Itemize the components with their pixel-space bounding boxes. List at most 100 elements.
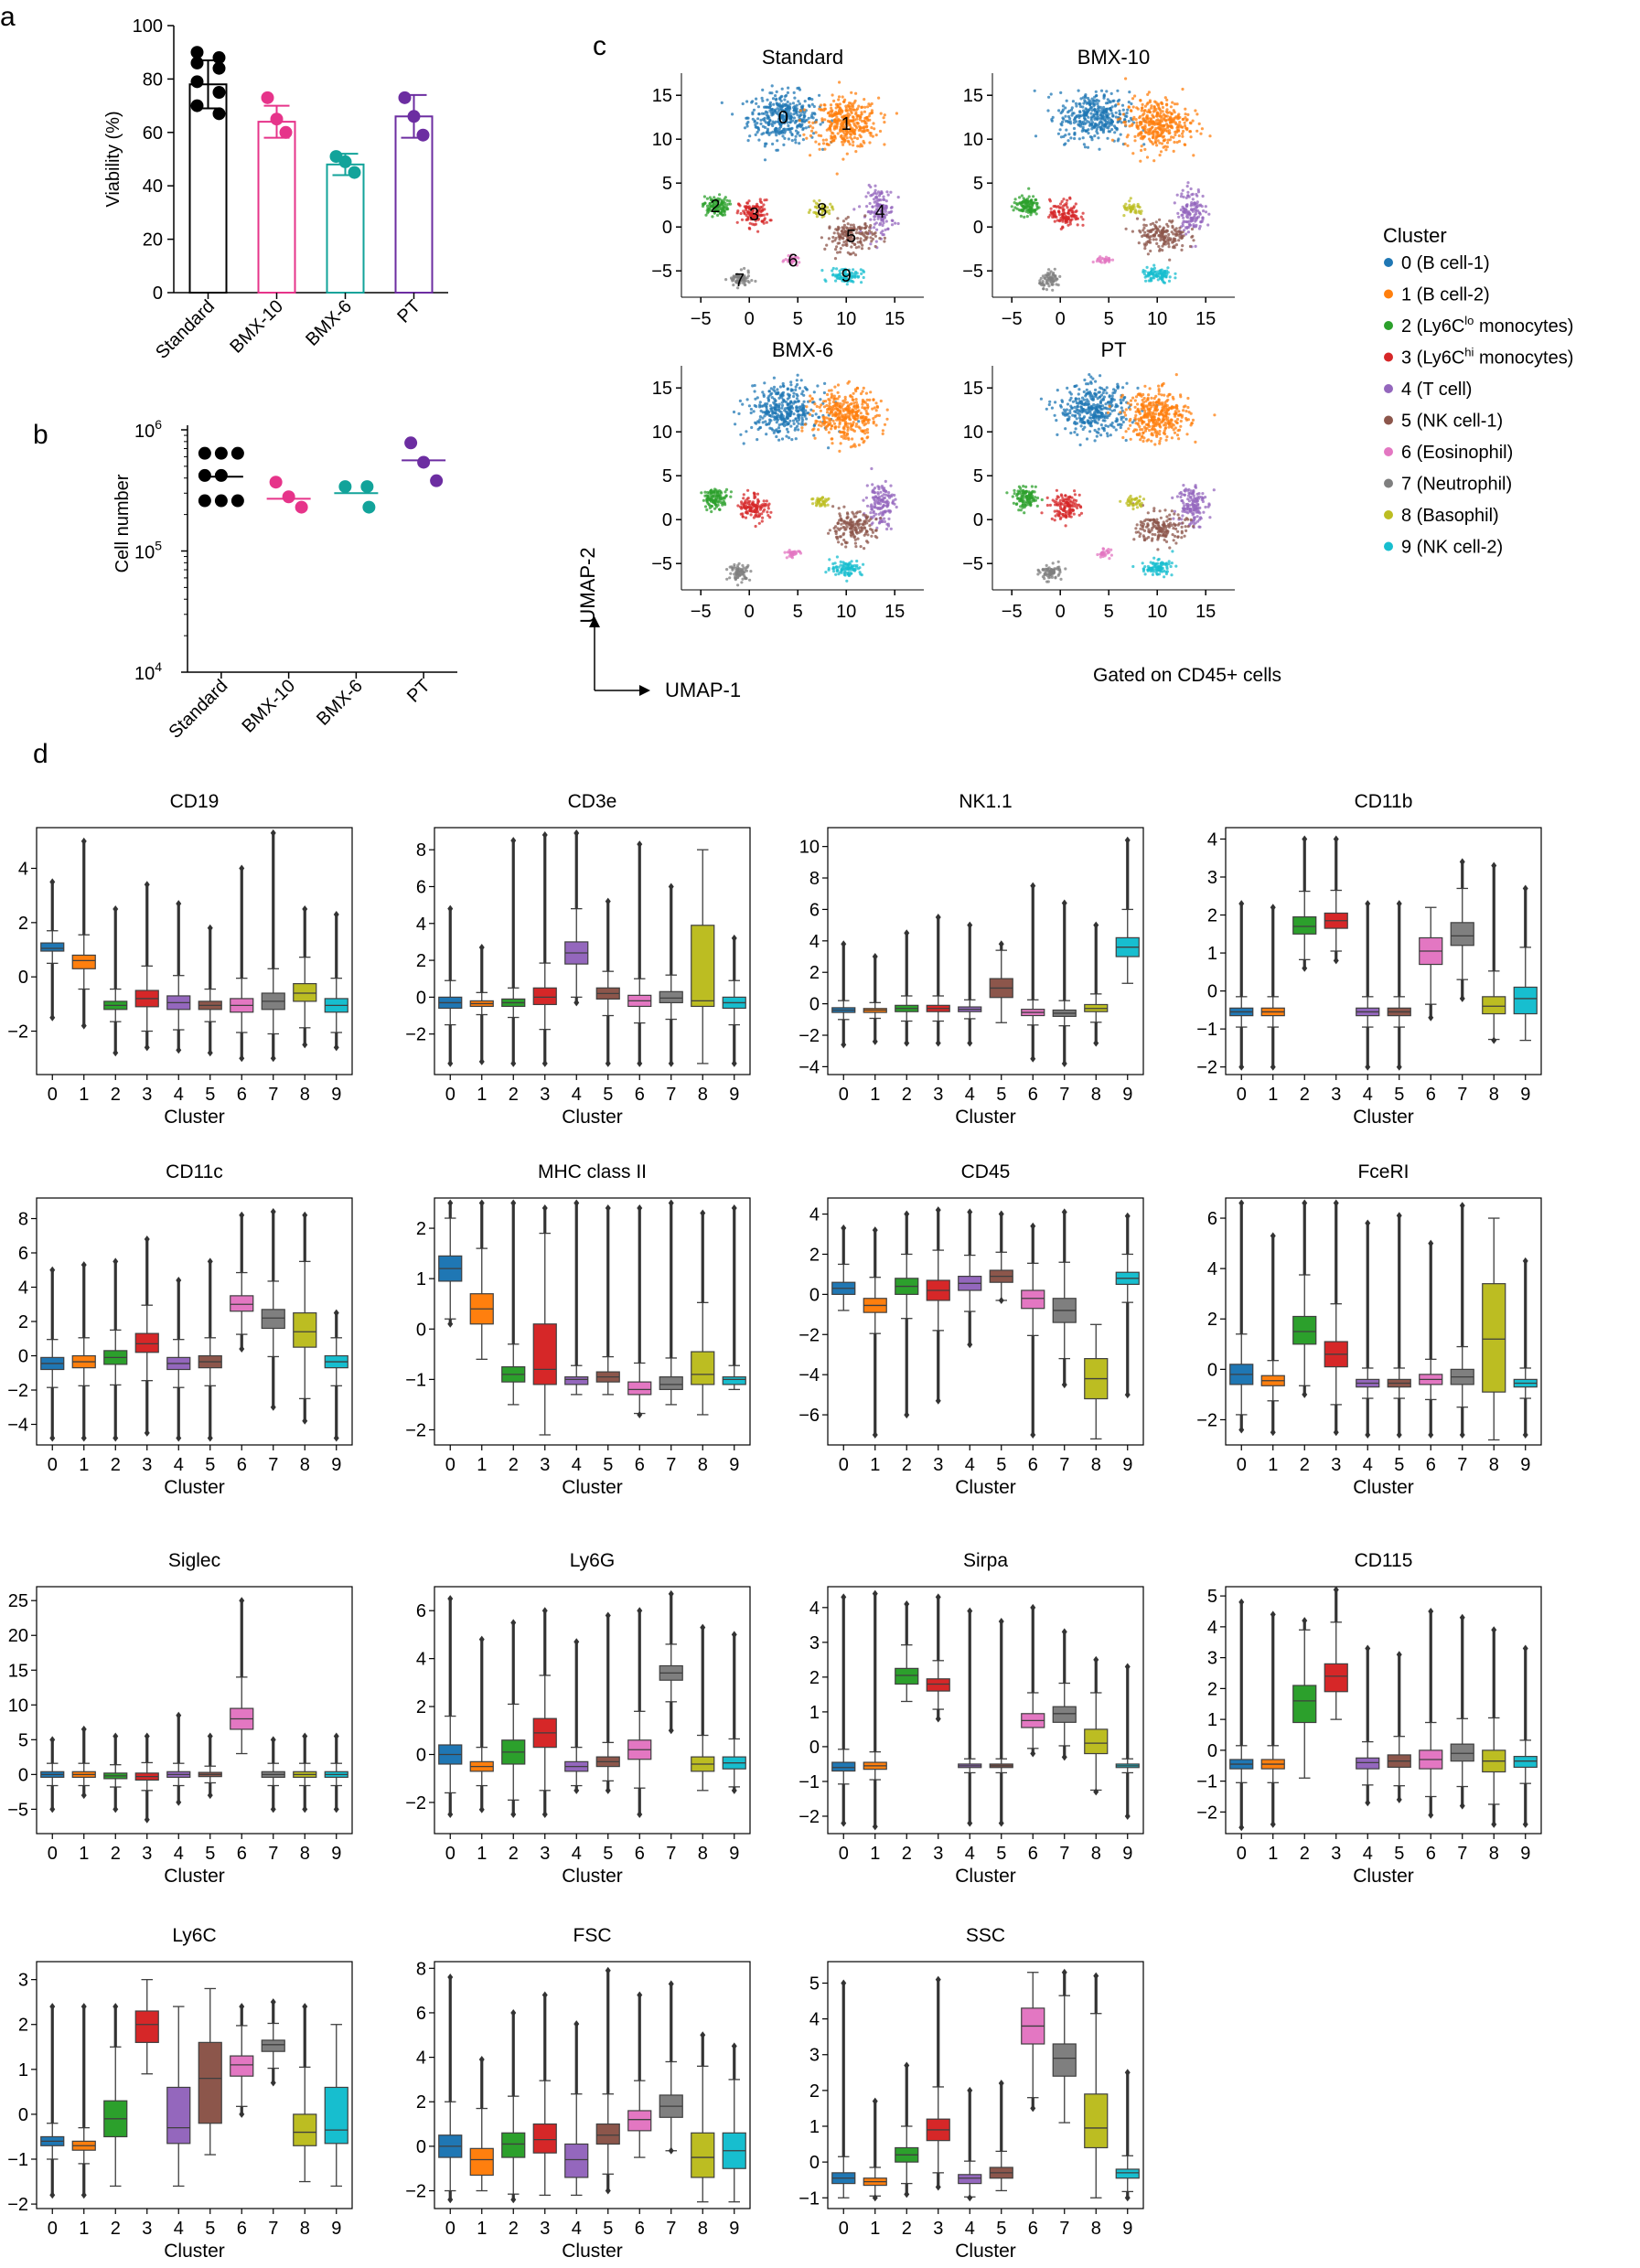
umap-cell <box>719 490 723 494</box>
umap-cell <box>790 556 795 560</box>
y-tick-label: −5 <box>962 262 983 282</box>
y-tick-label: −5 <box>651 262 672 282</box>
umap-cell <box>797 400 800 403</box>
umap-cell <box>1158 134 1162 137</box>
umap-cell <box>791 419 796 423</box>
x-tick-label: −5 <box>691 309 712 329</box>
umap-cell <box>775 134 778 137</box>
umap-cell <box>753 504 756 508</box>
umap-cell <box>833 425 837 429</box>
umap-cell <box>1101 114 1105 118</box>
umap-cell <box>1154 238 1158 241</box>
umap-cell <box>854 511 859 515</box>
umap-cell <box>749 211 753 215</box>
umap-cell <box>1105 391 1109 395</box>
y-tick-label: 104 <box>134 659 162 684</box>
umap-cell <box>1056 389 1059 392</box>
umap-cell <box>1162 129 1165 133</box>
umap-cell <box>1055 283 1058 286</box>
umap-cell <box>835 245 839 249</box>
umap-cell <box>742 493 745 497</box>
umap-cell <box>827 446 831 450</box>
y-tick-label: 15 <box>652 86 672 106</box>
umap-cell <box>851 272 854 275</box>
umap-cell <box>839 560 842 564</box>
umap-cell <box>741 402 745 406</box>
umap-cell <box>1185 185 1189 188</box>
umap-cell <box>863 239 866 242</box>
umap-cell <box>811 502 815 506</box>
cluster-number: 9 <box>841 266 852 286</box>
umap-cell <box>731 279 734 283</box>
umap-cell <box>836 409 841 412</box>
umap-cell <box>849 519 852 523</box>
umap-cell <box>822 502 826 506</box>
umap-cell <box>1086 411 1090 414</box>
umap-cell <box>1041 282 1045 285</box>
cluster-number: 4 <box>875 202 885 222</box>
umap-cell <box>848 417 852 421</box>
umap-cell <box>754 219 757 222</box>
umap-cell <box>745 100 749 103</box>
umap-cell <box>1095 434 1099 438</box>
umap-cell <box>863 98 866 102</box>
umap-cell <box>871 205 874 209</box>
data-point <box>362 500 376 514</box>
umap-cell <box>838 512 841 516</box>
umap-cell <box>831 235 835 240</box>
umap-cell <box>1195 112 1199 116</box>
umap-cell <box>752 108 756 112</box>
umap-cell <box>1110 138 1114 142</box>
umap-cell <box>766 510 769 514</box>
umap-cell <box>1143 275 1147 279</box>
umap-cell <box>852 225 856 230</box>
umap-cell <box>756 105 761 109</box>
umap-cell <box>770 391 774 395</box>
umap-cell <box>882 198 885 201</box>
umap-cell <box>722 200 726 204</box>
umap-cell <box>780 406 784 410</box>
umap-cell <box>1101 390 1105 395</box>
umap-cell <box>863 231 867 235</box>
umap-cell <box>1195 205 1198 209</box>
data-point <box>360 480 374 494</box>
umap-cell <box>759 118 763 122</box>
umap-cell <box>1139 114 1142 118</box>
x-tick-label: 0 <box>1056 309 1066 329</box>
umap-cell <box>1027 195 1031 198</box>
umap-cell <box>758 198 762 201</box>
umap-cell <box>1092 112 1096 116</box>
umap-cell <box>1092 104 1096 108</box>
umap-cell <box>758 401 762 404</box>
umap-cell <box>756 217 761 220</box>
umap-cell <box>823 381 827 385</box>
umap-cell <box>1136 107 1140 111</box>
umap-cell <box>808 121 811 124</box>
umap-cell <box>1104 423 1108 428</box>
umap-cell <box>861 419 864 423</box>
umap-cell <box>1093 428 1097 433</box>
umap-cell <box>843 422 847 425</box>
umap-cell <box>1100 414 1104 418</box>
umap-cell <box>858 426 862 430</box>
umap-cell <box>754 279 757 284</box>
umap-cell <box>1172 237 1175 241</box>
umap-cell <box>1047 215 1051 219</box>
umap-cell <box>875 536 879 540</box>
umap-cell <box>1178 121 1182 124</box>
umap-cell <box>772 376 777 380</box>
umap-cell <box>747 226 751 230</box>
umap-cell <box>787 254 790 258</box>
umap-cell <box>1082 112 1086 116</box>
umap-cell <box>713 211 716 215</box>
umap-cell <box>745 398 749 401</box>
umap-cell <box>795 263 799 267</box>
umap-cell <box>1114 389 1118 392</box>
umap-cell <box>1091 398 1095 401</box>
umap-cell <box>1154 119 1158 123</box>
umap-cell <box>837 95 841 99</box>
umap-cell <box>745 218 750 221</box>
umap-cell <box>767 121 771 124</box>
umap-panel-title: Standard <box>762 46 843 69</box>
umap-cell <box>1189 135 1193 139</box>
